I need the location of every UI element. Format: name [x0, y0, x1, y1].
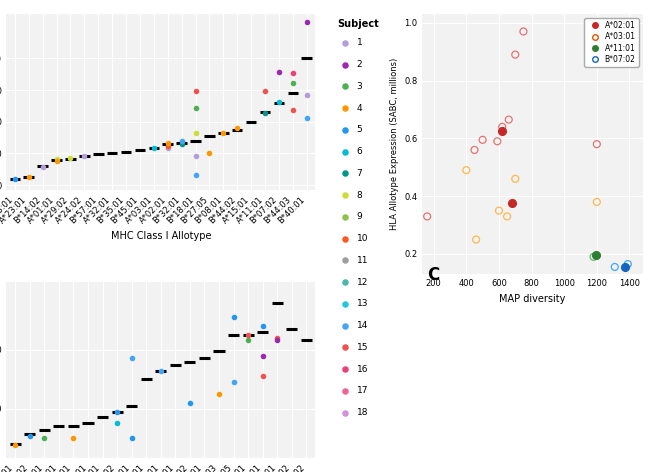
Point	[609, 263, 620, 271]
Text: 3: 3	[357, 82, 362, 91]
Point	[79, 152, 90, 160]
Point	[302, 114, 312, 122]
Legend: A*02:01, A*03:01, A*11:01, B*07:02: A*02:01, A*03:01, A*11:01, B*07:02	[584, 18, 639, 67]
Text: 17: 17	[357, 387, 368, 396]
Point	[10, 441, 20, 449]
Point	[162, 139, 173, 147]
Point	[10, 176, 20, 183]
Point	[39, 434, 49, 442]
Point	[214, 391, 224, 398]
Point	[492, 137, 502, 145]
Point	[461, 167, 472, 174]
Point	[519, 28, 529, 35]
Point	[218, 129, 228, 137]
Point	[127, 354, 137, 362]
Point	[592, 198, 602, 206]
Point	[302, 18, 312, 25]
Point	[190, 88, 201, 95]
Point	[66, 154, 76, 162]
Point	[272, 337, 282, 344]
Point	[258, 352, 268, 360]
Point	[204, 149, 215, 157]
X-axis label: MHC Class I Allotype: MHC Class I Allotype	[110, 231, 211, 241]
Point	[190, 152, 201, 160]
Point	[288, 79, 298, 87]
Text: 16: 16	[357, 364, 368, 374]
Point	[162, 144, 173, 152]
Point	[619, 263, 630, 271]
Point	[504, 116, 514, 123]
Point	[302, 92, 312, 99]
Y-axis label: HLA Allotype Expression (SABC, millions): HLA Allotype Expression (SABC, millions)	[389, 58, 398, 230]
Text: 5: 5	[357, 126, 362, 135]
Point	[228, 313, 239, 321]
Text: 12: 12	[357, 278, 368, 287]
Text: 8: 8	[357, 191, 362, 200]
Point	[272, 334, 282, 342]
Point	[190, 104, 201, 112]
Point	[471, 236, 482, 243]
Point	[591, 252, 601, 259]
Point	[288, 69, 298, 77]
Point	[258, 322, 268, 330]
Text: Subject: Subject	[337, 18, 379, 29]
Point	[510, 51, 520, 59]
Point	[112, 419, 122, 426]
Point	[497, 127, 508, 135]
Point	[274, 99, 284, 106]
Point	[112, 408, 122, 416]
Point	[51, 157, 62, 165]
Point	[258, 372, 268, 379]
Point	[288, 106, 298, 114]
Point	[260, 87, 270, 94]
Text: 9: 9	[357, 212, 362, 221]
Point	[23, 174, 34, 181]
Point	[422, 212, 432, 220]
Point	[149, 144, 159, 152]
Text: 2: 2	[357, 60, 362, 69]
Text: 14: 14	[357, 321, 368, 330]
Point	[243, 331, 253, 338]
Point	[25, 432, 35, 439]
Point	[478, 136, 488, 143]
Point	[177, 137, 187, 144]
Text: C: C	[426, 266, 439, 284]
Point	[127, 434, 137, 442]
Text: 6: 6	[357, 147, 362, 156]
Point	[156, 367, 166, 375]
Point	[232, 125, 243, 132]
Point	[510, 175, 520, 183]
Text: 4: 4	[357, 104, 362, 113]
Point	[592, 140, 602, 148]
Point	[38, 163, 48, 170]
Point	[502, 212, 512, 220]
Point	[507, 200, 517, 207]
Point	[51, 155, 62, 163]
Point	[177, 140, 187, 147]
Point	[274, 68, 284, 76]
Point	[494, 207, 504, 214]
Point	[185, 399, 195, 406]
Point	[162, 142, 173, 149]
Text: 1: 1	[357, 39, 362, 48]
Point	[243, 337, 253, 344]
Point	[497, 123, 508, 131]
X-axis label: MAP diversity: MAP diversity	[499, 294, 565, 303]
Text: 11: 11	[357, 256, 368, 265]
Point	[190, 171, 201, 179]
Text: 13: 13	[357, 299, 368, 308]
Point	[68, 434, 79, 442]
Point	[469, 146, 480, 154]
Text: 15: 15	[357, 343, 368, 352]
Text: 7: 7	[357, 169, 362, 178]
Point	[228, 378, 239, 385]
Point	[260, 109, 270, 117]
Text: 10: 10	[357, 234, 368, 243]
Point	[622, 260, 633, 268]
Text: 18: 18	[357, 408, 368, 417]
Point	[190, 129, 201, 136]
Point	[589, 253, 599, 261]
